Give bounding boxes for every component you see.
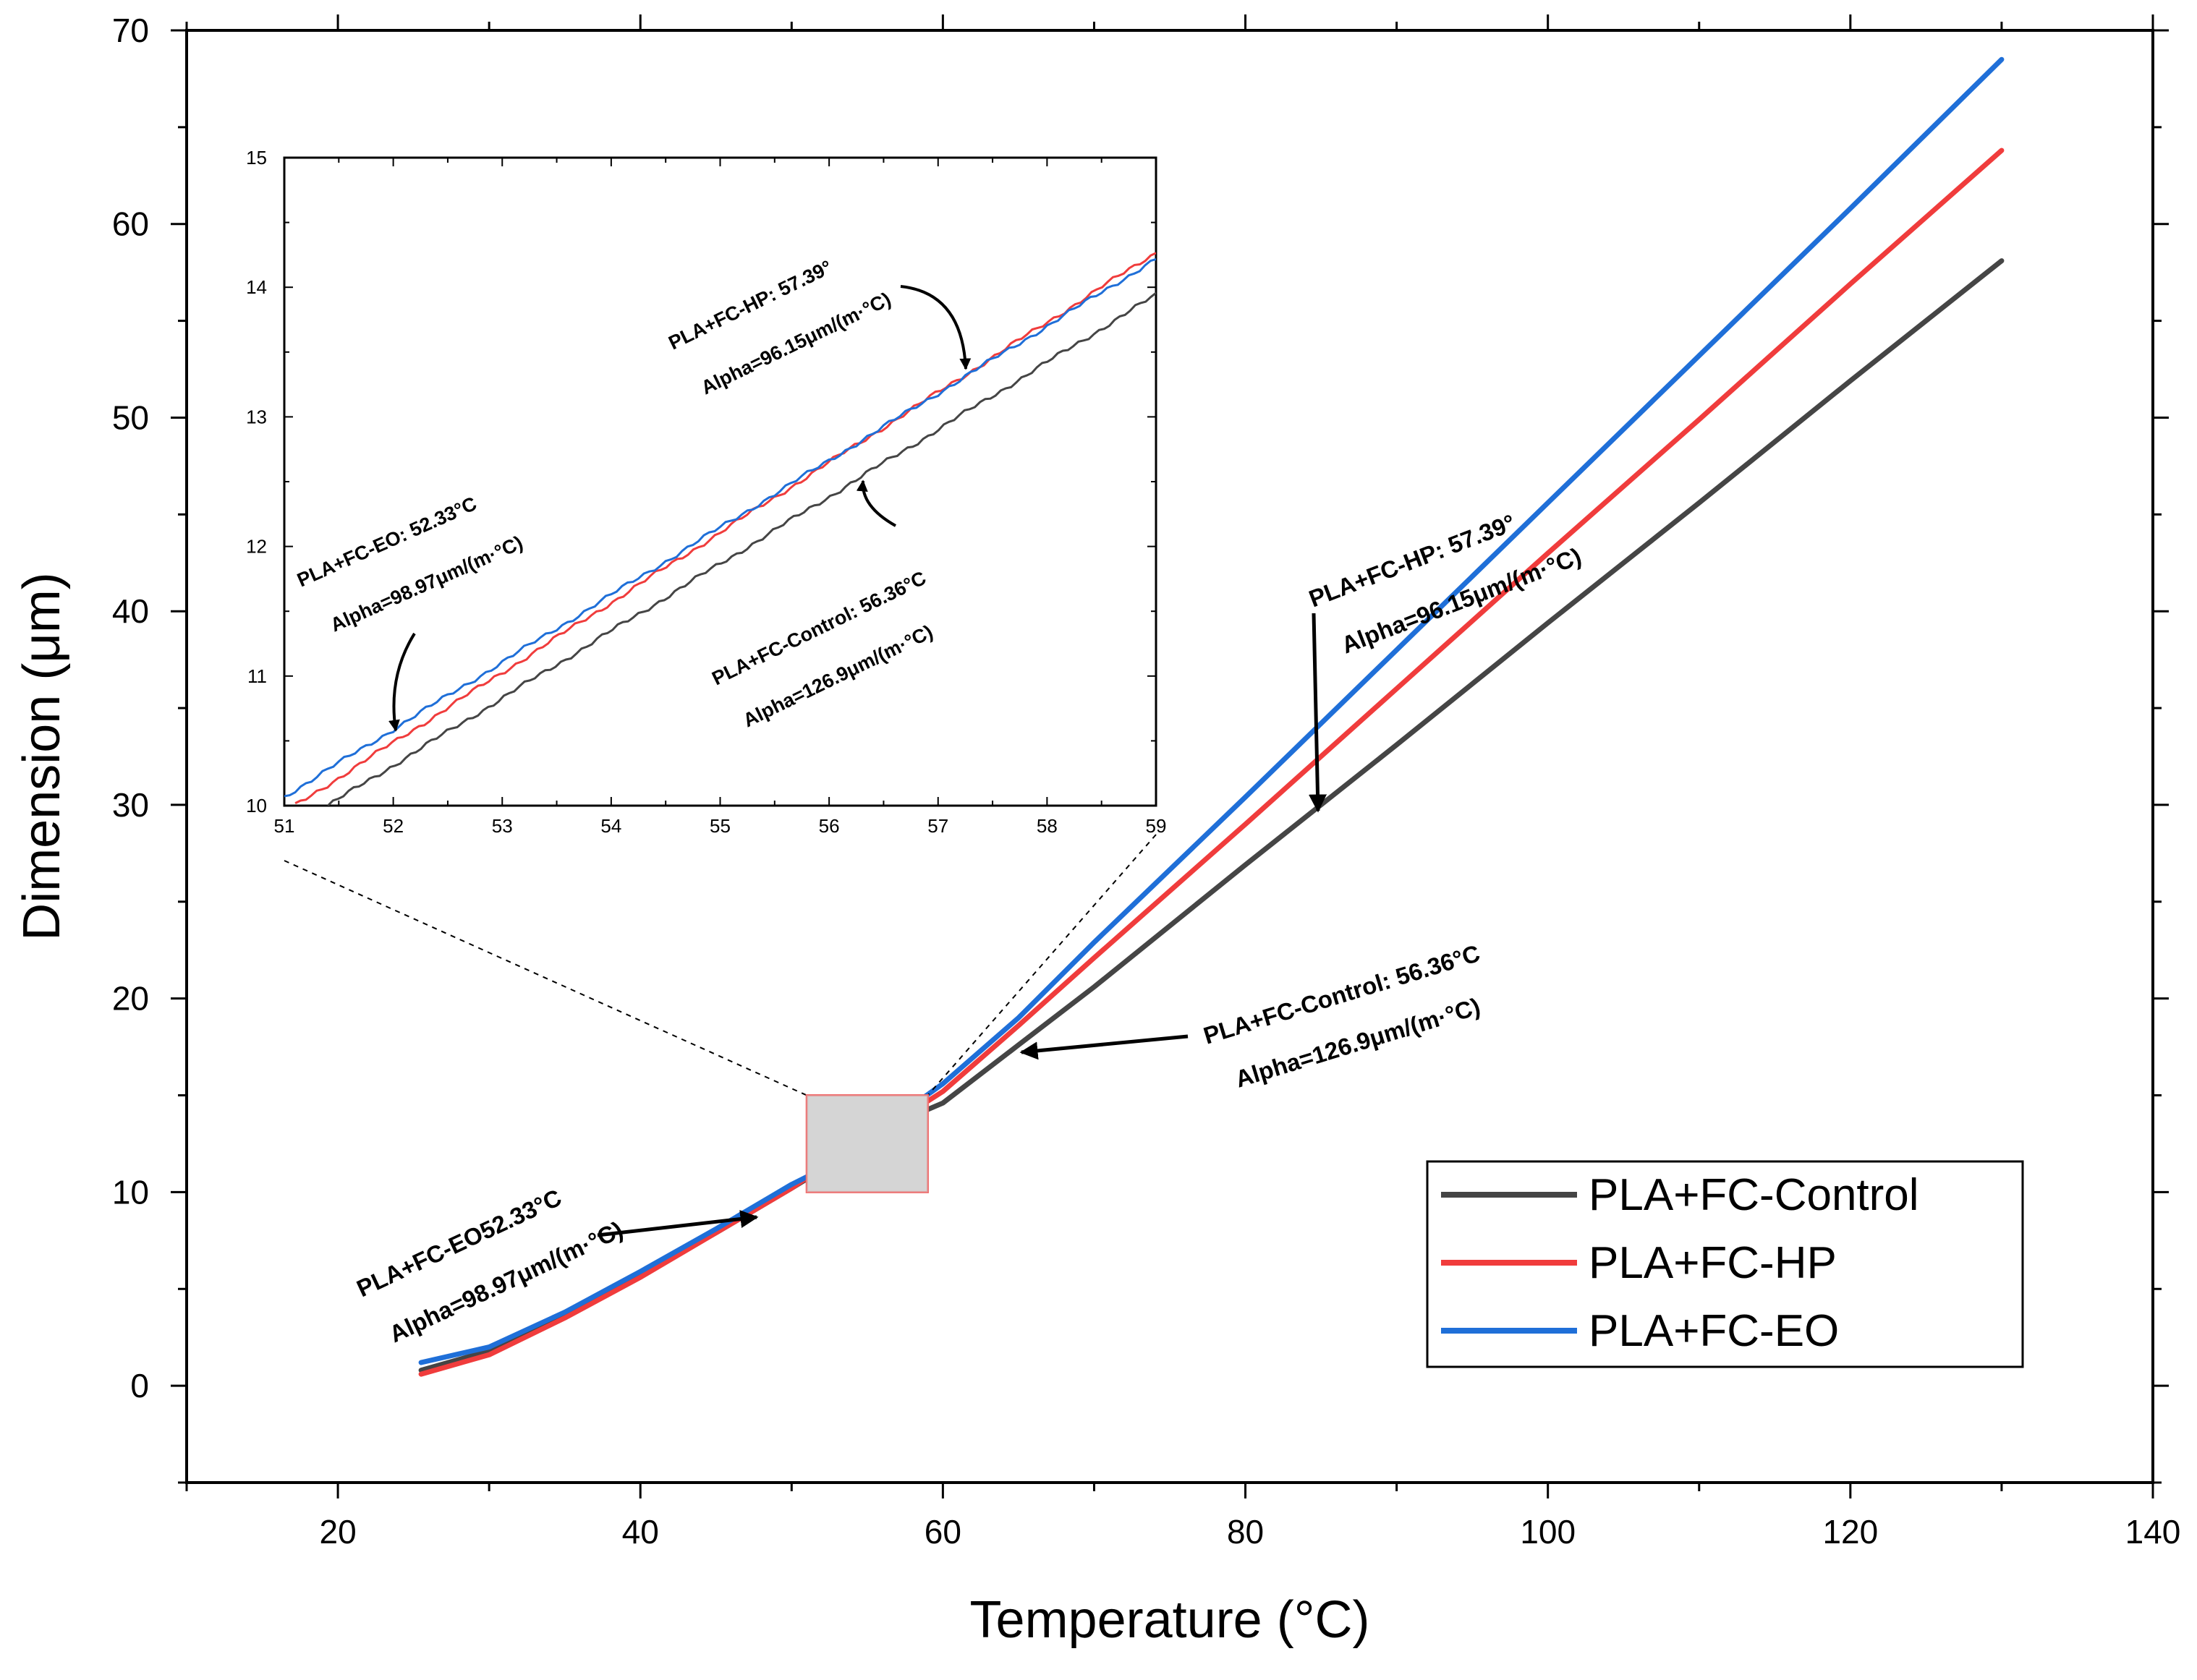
x-tick-label: 120: [1822, 1513, 1878, 1551]
inset-series-line-1: [294, 252, 1156, 804]
zoom-connector-left: [284, 860, 807, 1096]
inset-x-tick-label: 56: [819, 815, 840, 837]
main-axis-ticks: 20 40 60 80 100 120 140 0 10 20 30 40 50 60 70: [112, 12, 2181, 1551]
inset-x-tick-label: 57: [927, 815, 948, 837]
inset-axis-ticks: 51 52 53 54 55 56 57 58 59 10 11 12 13 14 15: [246, 147, 1166, 837]
y-axis-title: Dimension (μm): [13, 572, 71, 941]
inset-annotation-control-arrow: [856, 479, 896, 527]
legend-label-hp: PLA+FC-HP: [1589, 1238, 1837, 1288]
y-tick-label: 30: [112, 786, 149, 824]
inset-annotation-eo-arrow: [388, 632, 416, 732]
legend-label-eo: PLA+FC-EO: [1589, 1306, 1839, 1356]
inset-x-tick-label: 53: [492, 815, 513, 837]
annotation-control-line1: PLA+FC-Control: 56.36°C: [1200, 939, 1483, 1049]
x-tick-label: 60: [925, 1513, 961, 1551]
inset-x-tick-label: 59: [1146, 815, 1167, 837]
y-tick-label: 60: [112, 205, 149, 243]
x-tick-label: 40: [622, 1513, 659, 1551]
zoom-region-overlay: [807, 1095, 928, 1193]
annotation-hp: PLA+FC-HP: 57.39° Alpha=96.15μm/(m·°C): [1305, 509, 1585, 813]
y-tick-label: 10: [112, 1173, 149, 1211]
plot-frame: [185, 29, 2154, 1484]
inset-series-group: [284, 252, 1156, 806]
legend-label-control: PLA+FC-Control: [1589, 1170, 1919, 1220]
inset-y-tick-label: 11: [247, 665, 267, 687]
inset-series-line-2: [284, 258, 1156, 798]
inset-series-line-0: [327, 291, 1156, 806]
y-tick-label: 0: [130, 1367, 149, 1404]
inset-x-tick-label: 58: [1037, 815, 1058, 837]
y-tick-label: 40: [112, 592, 149, 630]
legend: PLA+FC-Control PLA+FC-HP PLA+FC-EO: [1426, 1160, 2024, 1368]
main-series-group: [418, 56, 2005, 1377]
y-tick-label: 70: [112, 12, 149, 49]
inset-x-tick-label: 52: [383, 815, 404, 837]
inset-y-tick-label: 15: [246, 147, 267, 169]
zoom-connector-right: [927, 834, 1157, 1096]
series-line-1: [418, 148, 2005, 1377]
inset-frame: [283, 156, 1157, 807]
x-tick-label: 80: [1227, 1513, 1264, 1551]
annotation-eo-line1: PLA+FC-EO52.33°C: [352, 1184, 565, 1302]
annotation-control-arrow: [1019, 1034, 1189, 1060]
annotation-hp-arrow: [1309, 613, 1327, 813]
x-tick-label: 140: [2125, 1513, 2181, 1551]
y-tick-label: 50: [112, 398, 149, 436]
y-tick-label: 20: [112, 980, 149, 1018]
x-tick-label: 20: [319, 1513, 356, 1551]
x-axis-title: Temperature (°C): [970, 1591, 1370, 1649]
inset-y-tick-label: 14: [246, 276, 267, 298]
inset-y-tick-label: 12: [246, 536, 267, 558]
inset-x-tick-label: 51: [274, 815, 295, 837]
inset-annotation-hp-arrow: [900, 285, 972, 370]
zoom-indicator: [284, 834, 1157, 1193]
inset-y-tick-label: 13: [246, 406, 267, 427]
inset-x-tick-label: 54: [600, 815, 621, 837]
x-tick-label: 100: [1520, 1513, 1576, 1551]
series-line-2: [418, 56, 2005, 1365]
inset-y-tick-label: 10: [246, 795, 267, 816]
annotation-eo-arrow: [597, 1210, 759, 1237]
inset-x-tick-label: 55: [710, 815, 731, 837]
